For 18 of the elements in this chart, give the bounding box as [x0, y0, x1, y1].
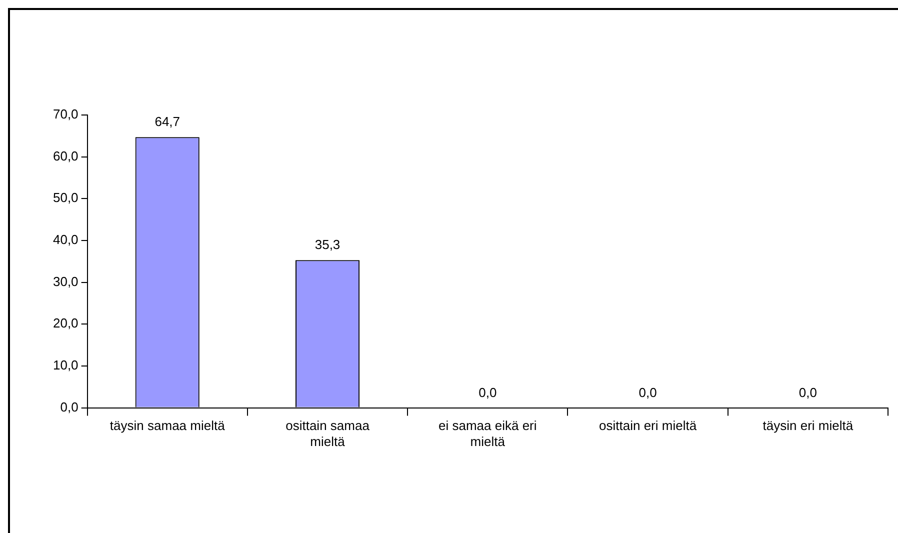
data-label: 35,3 — [314, 237, 340, 252]
y-tick-label: 40,0 — [52, 232, 78, 248]
y-tick-label: 70,0 — [52, 106, 78, 122]
x-tick-label: ei samaa eikä eri mieltä — [438, 418, 537, 449]
x-tick-label: osittain eri mieltä — [599, 418, 698, 434]
y-tick-label: 30,0 — [52, 274, 78, 289]
data-label: 0,0 — [798, 384, 817, 400]
y-tick-label: 60,0 — [52, 148, 78, 164]
x-tick-label: osittain samaa mieltä — [286, 418, 370, 449]
x-tick-label: täysin eri mieltä — [762, 418, 854, 434]
x-tick-label: täysin samaa mieltä — [110, 418, 226, 434]
y-tick-label: 20,0 — [52, 316, 78, 331]
data-label: 0,0 — [638, 384, 657, 400]
data-label: 0,0 — [478, 384, 497, 400]
y-tick-label: 50,0 — [52, 190, 78, 206]
y-tick-label: 0,0 — [60, 399, 78, 414]
y-tick-label: 10,0 — [52, 358, 78, 373]
data-label: 64,7 — [154, 114, 180, 130]
